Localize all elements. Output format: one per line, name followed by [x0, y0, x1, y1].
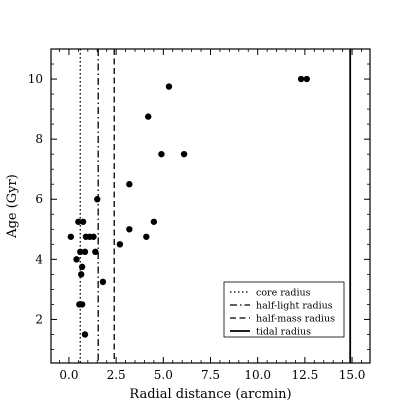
data-point	[99, 278, 107, 286]
data-point	[303, 75, 310, 83]
data-point	[94, 196, 101, 203]
y-tick-label: 4	[35, 252, 43, 266]
data-point	[73, 256, 80, 263]
y-axis-label: Age (Gyr)	[5, 174, 20, 239]
y-tick-label: 2	[35, 312, 43, 326]
x-tick-label: 12.5	[292, 368, 319, 382]
data-point	[81, 248, 89, 256]
data-point	[77, 248, 84, 256]
data-point	[297, 75, 305, 83]
x-tick-label: 10.0	[244, 368, 271, 382]
y-tick-label: 6	[35, 192, 43, 206]
legend-box	[223, 281, 345, 338]
x-axis-label: Radial distance (arcmin)	[129, 387, 291, 402]
x-tick-label: 15.0	[339, 368, 366, 382]
data-point	[126, 226, 133, 233]
data-point	[158, 150, 165, 158]
x-tick-label: 0.0	[59, 368, 78, 382]
x-tick-label: 7.5	[201, 368, 220, 382]
data-point	[143, 233, 150, 240]
legend-label: core radius	[256, 288, 311, 299]
x-tick-label: 5.0	[154, 368, 173, 382]
legend-label: tidal radius	[256, 327, 311, 338]
data-point	[116, 241, 124, 248]
data-point	[75, 218, 82, 225]
data-point	[165, 83, 173, 90]
data-point	[79, 218, 87, 225]
data-point	[150, 218, 158, 225]
x-tick-label: 2.5	[107, 368, 126, 382]
data-point	[78, 263, 86, 271]
legend: core radius half-light radius half-mass ra…	[223, 281, 345, 338]
plot-area	[67, 49, 352, 363]
y-tick-label: 10	[28, 72, 43, 86]
y-tick-label: 8	[35, 132, 43, 146]
data-point	[126, 181, 133, 188]
data-point	[78, 271, 85, 278]
data-point	[145, 113, 152, 120]
legend-label: half-light radius	[256, 301, 333, 312]
data-point	[67, 233, 75, 240]
data-point	[78, 301, 86, 308]
legend-label: half-mass radius	[256, 314, 335, 325]
data-point	[90, 233, 97, 240]
data-point	[92, 248, 99, 256]
data-point	[81, 331, 89, 338]
plot-frame	[50, 48, 371, 364]
data-point	[180, 150, 188, 158]
